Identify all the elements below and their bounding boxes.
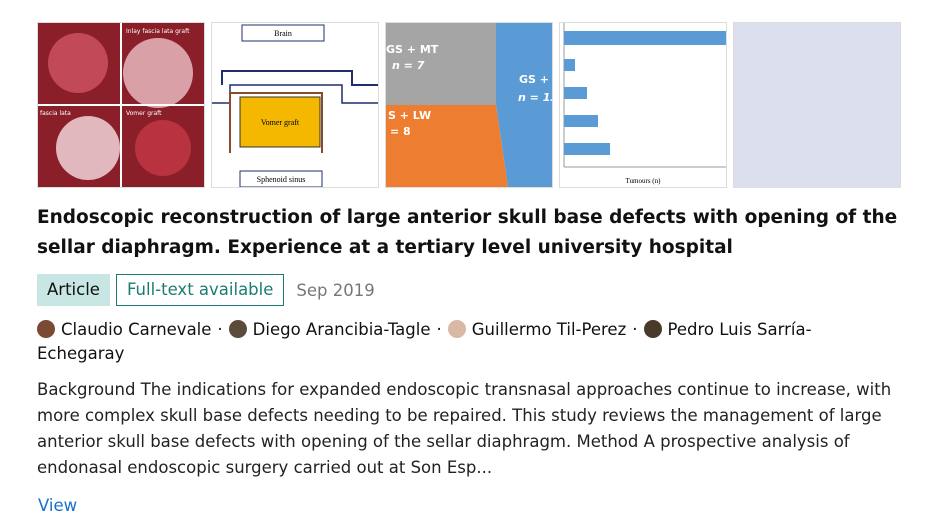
avatar — [37, 320, 55, 338]
thumbnail[interactable] — [733, 22, 901, 188]
diagram: Brain Vomer graft Sphenoid sinus — [212, 24, 378, 187]
separator: · — [436, 320, 442, 339]
meta: Article Full-text available Sep 2019 — [37, 274, 375, 306]
abstract: Background The indications for expanded … — [37, 380, 892, 477]
avatar — [643, 320, 662, 338]
thumbnail[interactable]: Tumours (n) — [559, 22, 727, 188]
thumbnail[interactable]: Brain Vomer graft Sphenoid sinus — [211, 22, 379, 188]
photo: Inlay fascia lata graft fascia lata Vome… — [38, 23, 204, 187]
author[interactable]: Claudio Carnevale — [61, 320, 212, 339]
badge: Article — [37, 274, 110, 306]
thumbnail[interactable]: GS + MT n = 7 GS + N n = 13 S + LW = 8 — [385, 22, 553, 188]
pie-label: = 8 — [390, 125, 411, 138]
separator: · — [632, 320, 638, 339]
badge: Full-text available — [115, 274, 285, 306]
author[interactable]: Diego Arancibia-Tagle — [252, 320, 431, 339]
thumbnails: Inlay fascia lata graft fascia lata Vome… — [37, 22, 901, 188]
thumbnail[interactable]: Inlay fascia lata graft fascia lata Vome… — [37, 22, 205, 188]
axis-label: Tumours (n) — [626, 177, 662, 185]
photo-label: fascia lata — [40, 110, 71, 117]
pie-image: GS + MT n = 7 GS + N n = 13 S + LW = 8 — [386, 23, 552, 187]
separator: · — [217, 320, 223, 339]
pie-label: GS + N — [519, 73, 552, 86]
diagram-label: Sphenoid sinus — [257, 175, 306, 184]
date: Sep 2019 — [296, 280, 375, 300]
avatar — [447, 320, 466, 338]
view-link[interactable]: View — [38, 496, 78, 515]
title[interactable]: Endoscopic reconstruction of large anter… — [37, 207, 898, 258]
pie-label: n = 13 — [518, 91, 552, 104]
bar-image: Tumours (n) — [563, 23, 726, 185]
author[interactable]: Pedro Luis Sarría-Echegaray — [37, 320, 812, 363]
pie-label: n = 7 — [392, 59, 425, 72]
diagram-label: Vomer graft — [261, 118, 300, 127]
pie-label: GS + MT — [386, 43, 439, 56]
photo-label: Inlay fascia lata graft — [126, 28, 190, 35]
pie-label: S + LW — [388, 109, 431, 122]
authors: Claudio Carnevale · Diego Arancibia-Tagle ·… — [37, 318, 897, 366]
diagram-label: Brain — [274, 29, 292, 38]
photo-label: Vomer graft — [126, 110, 162, 117]
author[interactable]: Guillermo Til-Perez — [471, 320, 627, 339]
avatar — [228, 320, 247, 338]
